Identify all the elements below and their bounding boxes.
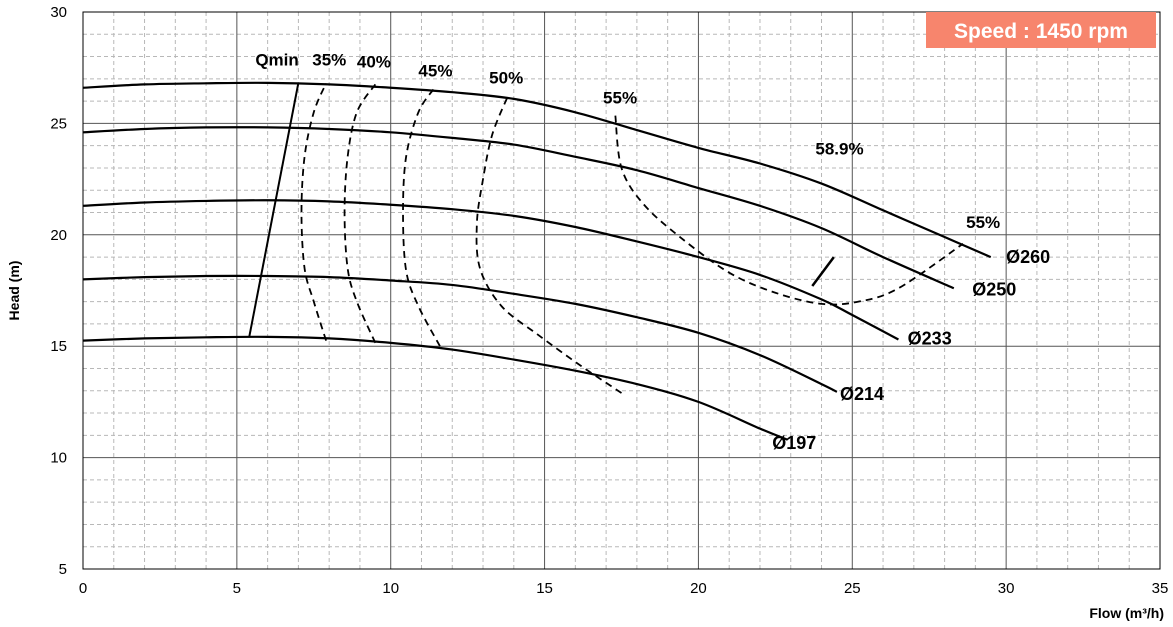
efficiency-lines	[300, 82, 964, 394]
x-tick-label: 15	[536, 580, 553, 597]
x-tick-label: 20	[690, 580, 707, 597]
efficiency-label: 45%	[418, 62, 452, 81]
y-tick-label: 30	[50, 4, 67, 21]
y-tick-label: 20	[50, 227, 67, 244]
impeller-diameter-label: Ø197	[772, 433, 816, 453]
impeller-curve	[82, 274, 838, 393]
impeller-curve	[82, 199, 899, 341]
x-tick-label: 35	[1152, 580, 1169, 597]
x-tick-label: 0	[79, 580, 87, 597]
plot-frame	[82, 11, 1161, 570]
y-tick-label: 15	[50, 338, 67, 355]
efficiency-line	[343, 83, 377, 344]
x-tick-label: 30	[998, 580, 1015, 597]
impeller-diameter-label: Ø260	[1006, 247, 1050, 267]
bep-label: 58.9%	[815, 140, 863, 159]
qmin-label: Qmin	[255, 50, 298, 69]
efficiency-label: 55%	[966, 213, 1000, 232]
y-tick-label: 10	[50, 450, 67, 467]
x-tick-label: 5	[233, 580, 241, 597]
speed-badge-background	[926, 12, 1156, 48]
x-tick-label: 10	[382, 580, 399, 597]
curve-labels: Ø260 Ø250 Ø233 Ø214 Ø197 35% 40% 45% 50% 55% 55% Qm…	[255, 50, 1050, 453]
impeller-curve	[82, 81, 992, 259]
y-axis-title: Head (m)	[6, 261, 22, 321]
efficiency-label: 35%	[312, 50, 346, 69]
y-axis-ticks: 5 10 15 20 25 30	[50, 4, 67, 578]
impeller-curves	[82, 81, 992, 441]
impeller-curve	[82, 126, 955, 290]
qmin-line	[248, 82, 300, 338]
x-tick-label: 25	[844, 580, 861, 597]
x-axis-ticks: 0 5 10 15 20 25 30 35	[79, 580, 1169, 597]
impeller-diameter-label: Ø233	[908, 328, 952, 348]
impeller-diameter-label: Ø214	[840, 384, 884, 404]
qmin-line-group	[248, 82, 300, 338]
bep-marker-group	[811, 256, 835, 287]
speed-badge: Speed : 1450 rpm	[926, 12, 1156, 48]
y-tick-label: 5	[59, 561, 67, 578]
impeller-diameter-label: Ø250	[972, 279, 1016, 299]
efficiency-label: 55%	[603, 88, 637, 107]
efficiency-line	[475, 96, 623, 394]
bep-marker	[811, 256, 835, 287]
efficiency-label: 50%	[489, 68, 523, 87]
efficiency-line	[300, 82, 327, 341]
efficiency-label: 40%	[357, 53, 391, 72]
x-axis-title: Flow (m³/h)	[1089, 605, 1164, 621]
efficiency-line	[614, 115, 964, 306]
efficiency-line	[402, 88, 441, 347]
impeller-curve	[82, 335, 789, 441]
minor-grid	[83, 12, 1160, 569]
plot-background	[83, 12, 1160, 569]
y-tick-label: 25	[50, 115, 67, 132]
speed-badge-text: Speed : 1450 rpm	[954, 20, 1128, 43]
